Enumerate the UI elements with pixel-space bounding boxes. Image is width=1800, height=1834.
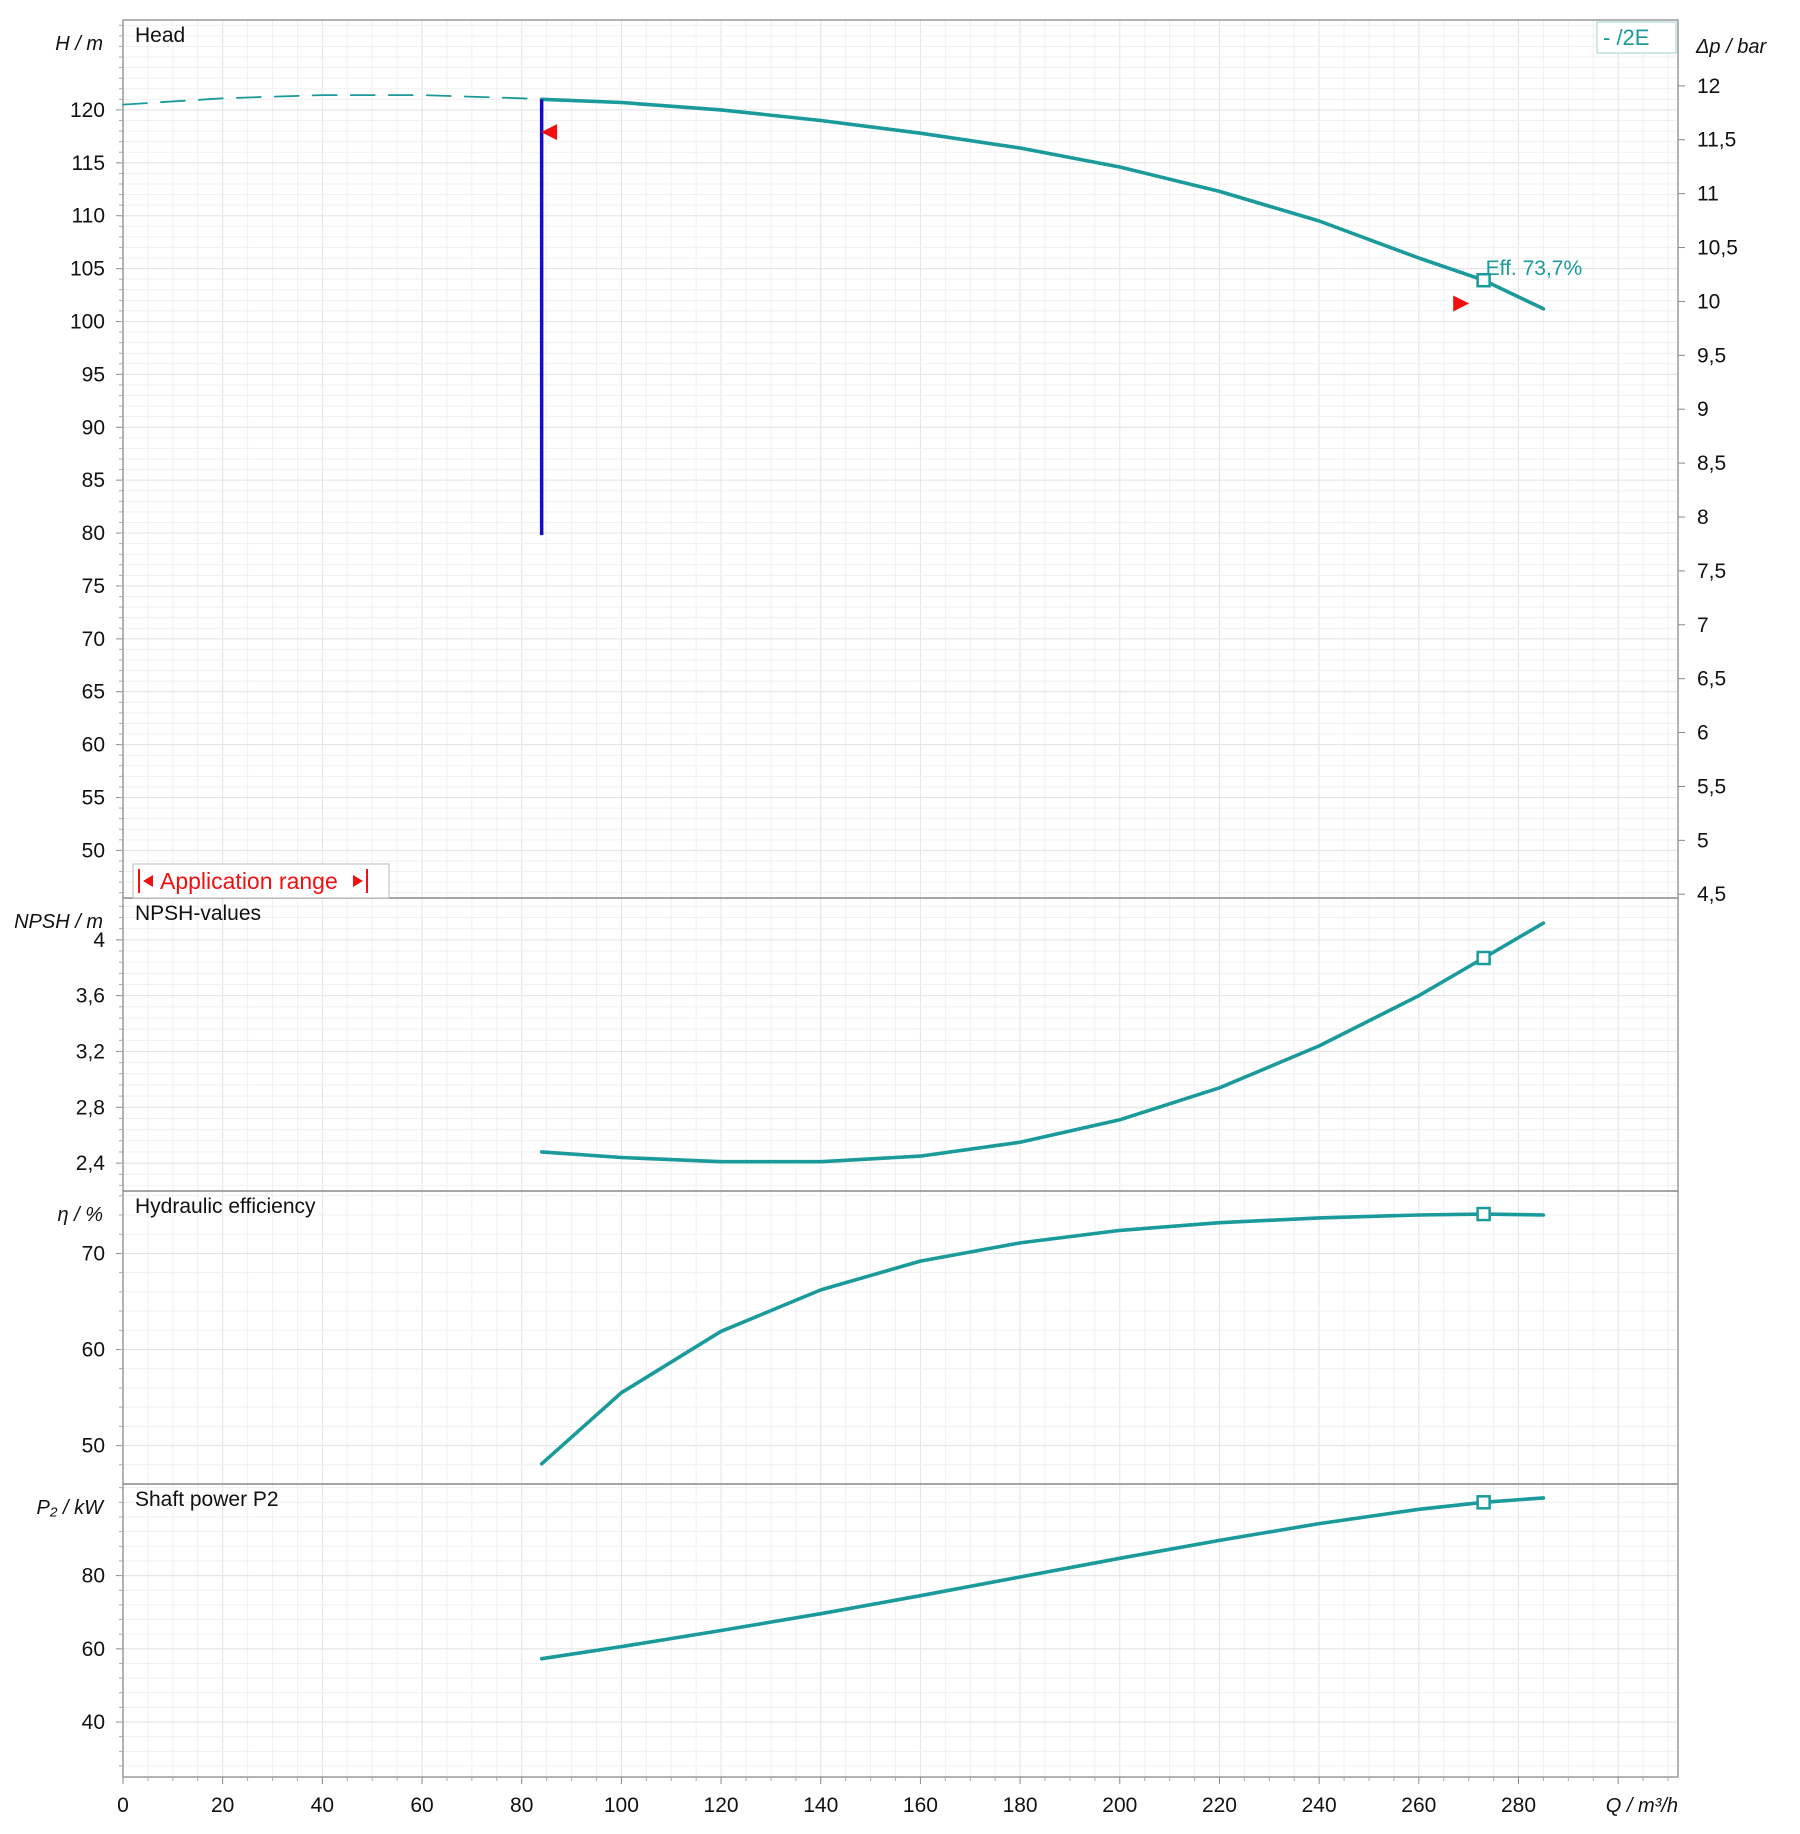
y2-tick-label: 7,5 [1697, 560, 1726, 583]
y2-axis-label: Δp / bar [1695, 36, 1767, 58]
series-line-dashed [122, 94, 543, 106]
y-tick-label: 2,4 [76, 1152, 106, 1175]
application-range-marker [1453, 295, 1470, 312]
y2-tick-label: 11,5 [1697, 129, 1736, 152]
y-tick-label: 3,6 [76, 985, 105, 1008]
y-axis-label: η / % [57, 1204, 103, 1226]
y-tick-label: 70 [82, 1242, 105, 1265]
x-tick-label: 260 [1401, 1794, 1436, 1817]
application-range-arrow-left [143, 875, 153, 887]
panel-title: Head [135, 24, 185, 47]
x-tick-label: 80 [510, 1794, 533, 1817]
x-tick-label: 180 [1003, 1794, 1038, 1817]
y-axis-label: P₂ / kW [36, 1497, 105, 1519]
y-tick-label: 95 [82, 363, 105, 386]
duty-point-label: Eff. 73,7% [1486, 257, 1583, 280]
series-line [539, 97, 1546, 311]
y-tick-label: 50 [82, 1435, 105, 1458]
duty-point-marker [1476, 272, 1491, 288]
duty-point-marker [1476, 1495, 1491, 1510]
y-tick-label: 60 [82, 734, 105, 757]
y-tick-label: 85 [82, 469, 105, 492]
y-tick-label: 110 [72, 205, 105, 228]
y-tick-label: 55 [82, 787, 105, 810]
y2-tick-label: 10,5 [1697, 237, 1738, 260]
y-axis-label: NPSH / m [14, 911, 103, 933]
x-tick-label: 100 [604, 1794, 639, 1817]
y-tick-label: 60 [82, 1339, 105, 1362]
duty-point-marker [1476, 950, 1491, 966]
y-tick-label: 70 [82, 628, 105, 651]
y-tick-label: 90 [82, 416, 105, 439]
y-tick-label: 75 [82, 575, 105, 598]
panel-title: Shaft power P2 [135, 1488, 279, 1511]
y2-tick-label: 6,5 [1697, 668, 1726, 691]
y-tick-label: 80 [82, 522, 105, 545]
y2-tick-label: 5 [1697, 829, 1709, 852]
y2-tick-label: 6 [1697, 722, 1709, 745]
x-tick-label: 40 [311, 1794, 334, 1817]
series-line [539, 1496, 1546, 1661]
panel-title: NPSH-values [135, 902, 261, 925]
application-range-label: Application range [160, 868, 338, 894]
y-tick-label: 100 [70, 310, 105, 333]
legend-box [1596, 21, 1677, 54]
x-axis-label: Q / m³/h [1606, 1795, 1678, 1817]
y-tick-label: 4 [93, 929, 105, 952]
y-tick-label: 105 [70, 258, 105, 281]
y2-tick-label: 9 [1697, 398, 1709, 421]
y-tick-label: 60 [82, 1638, 105, 1661]
x-tick-label: 240 [1302, 1794, 1337, 1817]
y2-tick-label: 8,5 [1697, 452, 1726, 475]
application-range-arrow-right [353, 875, 363, 887]
x-tick-label: 20 [211, 1794, 234, 1817]
y2-tick-label: 4,5 [1697, 883, 1726, 906]
y-tick-label: 120 [70, 99, 105, 122]
x-tick-label: 60 [410, 1794, 433, 1817]
y-axis-label: H / m [55, 33, 103, 55]
y2-tick-label: 5,5 [1697, 775, 1726, 798]
x-tick-label: 120 [704, 1794, 739, 1817]
legend-entry: - /2E [1603, 25, 1649, 50]
series-line [539, 1212, 1546, 1466]
x-tick-label: 140 [803, 1794, 838, 1817]
duty-point-marker [1476, 1206, 1491, 1222]
x-tick-label: 0 [117, 1794, 129, 1817]
application-range-marker [541, 124, 558, 141]
x-tick-label: 220 [1202, 1794, 1237, 1817]
y-tick-label: 3,2 [76, 1040, 105, 1063]
application-range-box [132, 863, 390, 899]
y-tick-label: 50 [82, 839, 105, 862]
y-tick-label: 40 [82, 1711, 105, 1734]
panel-frame [122, 1483, 1679, 1778]
y-tick-label: 2,8 [76, 1096, 105, 1119]
panel-title: Hydraulic efficiency [135, 1195, 316, 1218]
series-line [539, 921, 1546, 1164]
y2-tick-label: 11 [1697, 183, 1719, 206]
y2-tick-label: 7 [1697, 614, 1709, 637]
y-tick-label: 115 [72, 152, 105, 175]
y2-tick-label: 12 [1697, 75, 1720, 98]
y-tick-label: 65 [82, 681, 105, 704]
x-tick-label: 200 [1102, 1794, 1137, 1817]
y2-tick-label: 10 [1697, 290, 1720, 313]
x-tick-label: 280 [1501, 1794, 1536, 1817]
y2-tick-label: 8 [1697, 506, 1709, 529]
y-tick-label: 80 [82, 1565, 105, 1588]
x-tick-label: 160 [903, 1794, 938, 1817]
y2-tick-label: 9,5 [1697, 344, 1726, 367]
